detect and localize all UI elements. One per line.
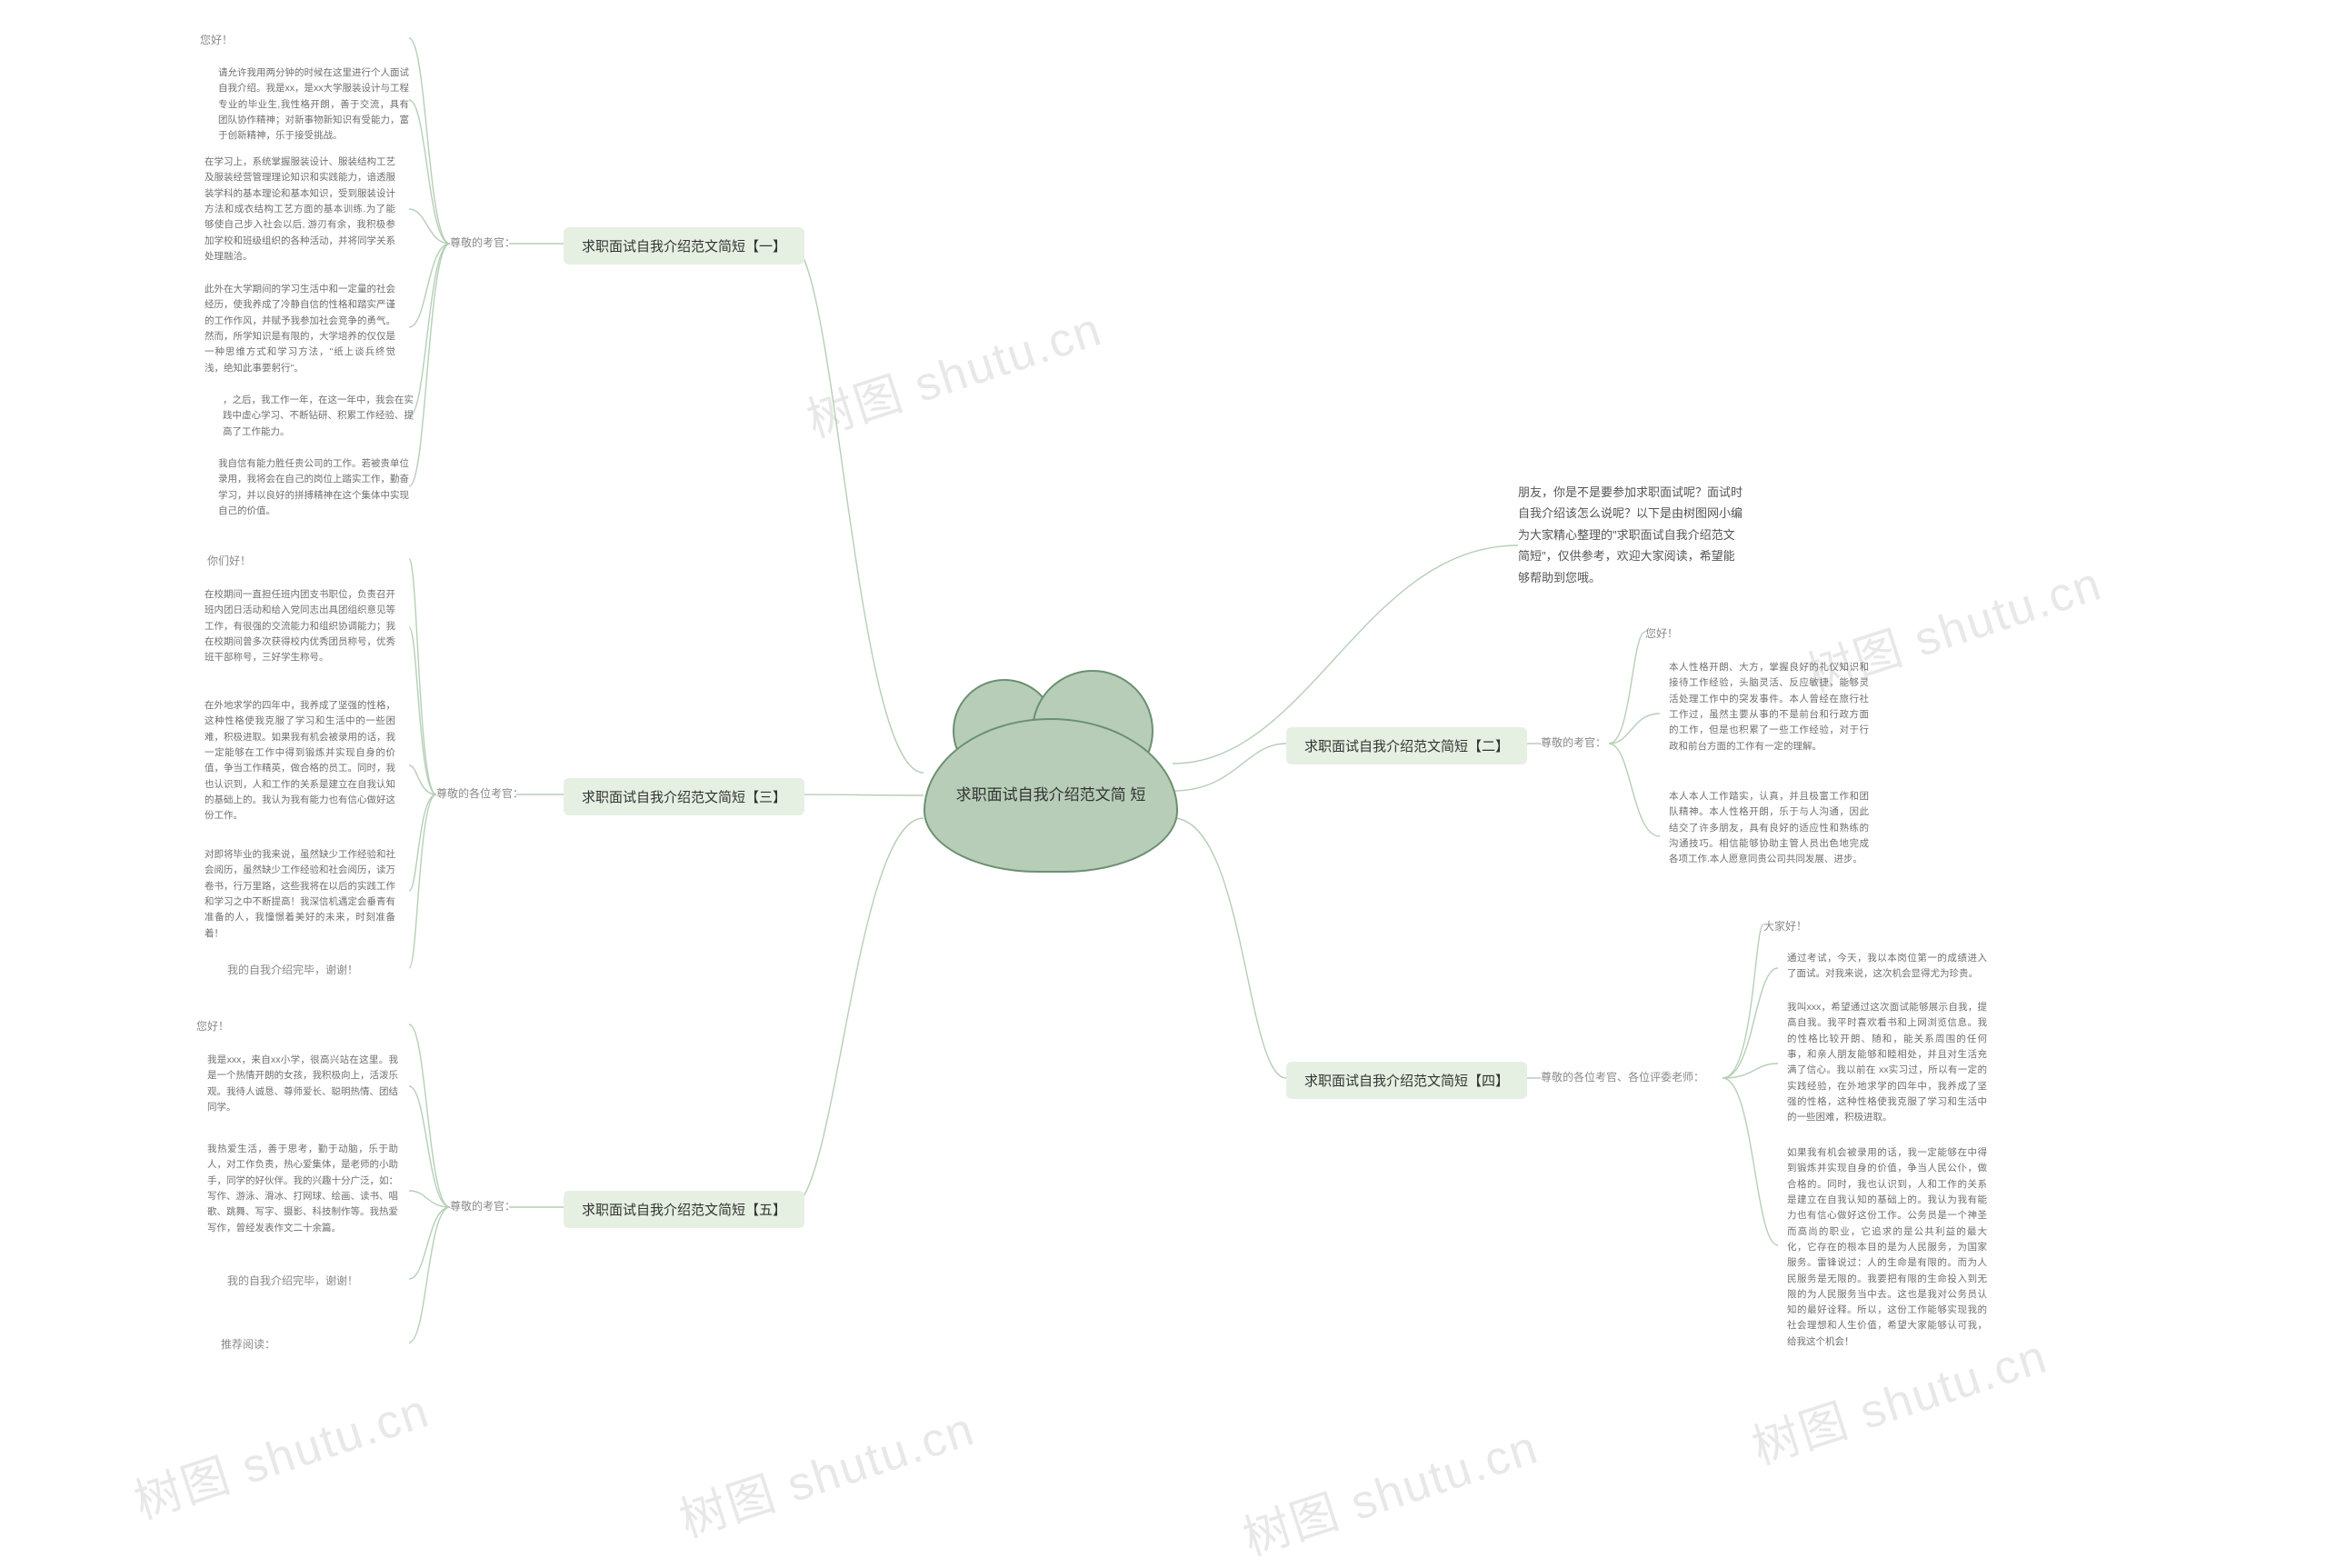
watermark: 树图 shutu.cn: [125, 1373, 437, 1532]
b4-leaf-1: 通过考试，今天，我以本岗位第一的成绩进入了面试。对我来说，这次机会显得尤为珍贵。: [1787, 951, 1987, 983]
b4-leaf-0: 大家好！: [1763, 918, 1807, 934]
b3-leaf-2: 在外地求学的四年中，我养成了坚强的性格，这种性格使我克服了学习和生活中的一些困难…: [205, 698, 395, 824]
branch-3-sublabel: 尊敬的各位考官：: [436, 785, 524, 801]
branch-5[interactable]: 求职面试自我介绍范文简短【五】: [564, 1191, 804, 1228]
branch-1[interactable]: 求职面试自我介绍范文简短【一】: [564, 227, 804, 265]
b5-leaf-3: 我的自我介绍完毕，谢谢！: [227, 1273, 358, 1288]
central-cloud: 求职面试自我介绍范文简 短: [924, 718, 1178, 873]
b5-leaf-2: 我热爱生活，善于思考，勤于动脑，乐于助人，对工作负责，热心爱集体，是老师的小助手…: [207, 1142, 398, 1236]
b3-leaf-3: 对即将毕业的我来说，虽然缺少工作经验和社会阅历，虽然缺少工作经验和社会阅历，读万…: [205, 847, 395, 942]
b2-leaf-1: 本人性格开朗、大方，掌握良好的礼仪知识和接待工作经验，头脑灵活、反应敏捷，能够灵…: [1669, 660, 1869, 754]
b1-leaf-2: 在学习上，系统掌握服装设计、服装结构工艺及服装经营管理理论知识和实践能力，谙透服…: [205, 155, 395, 265]
b4-leaf-3: 如果我有机会被录用的话，我一定能够在中得到锻炼并实现自身的价值，争当人民公仆，做…: [1787, 1145, 1987, 1350]
b1-leaf-0: 您好！: [200, 32, 233, 47]
b1-leaf-3: 此外在大学期间的学习生活中和一定量的社会经历，使我养成了冷静自信的性格和踏实严谨…: [205, 282, 395, 376]
b3-leaf-4: 我的自我介绍完毕，谢谢！: [227, 962, 358, 977]
branch-2-sublabel: 尊敬的考官：: [1541, 734, 1606, 750]
watermark: 树图 shutu.cn: [670, 1391, 983, 1550]
b2-leaf-2: 本人本人工作踏实，认真，并且极富工作和团队精神。本人性格开朗，乐于与人沟通，因此…: [1669, 789, 1869, 868]
b3-leaf-0: 你们好！: [207, 553, 251, 568]
branch-5-sublabel: 尊敬的考官：: [450, 1198, 515, 1213]
b1-leaf-5: 我自信有能力胜任贵公司的工作。若被贵单位录用，我将会在自己的岗位上踏实工作，勤奋…: [218, 456, 409, 519]
b5-leaf-1: 我是xxx，来自xx小学，很高兴站在这里。我是一个热情开朗的女孩，我积极向上，活…: [207, 1053, 398, 1115]
intro-text: 朋友，你是不是要参加求职面试呢？面试时自我介绍该怎么说呢？以下是由树图网小编为大…: [1518, 482, 1745, 588]
b1-leaf-4: ，之后，我工作一年，在这一年中，我会在实践中虚心学习、不断钻研、积累工作经验、提…: [223, 393, 414, 440]
b4-leaf-2: 我叫xxx，希望通过这次面试能够展示自我，提高自我。我平时喜欢看书和上网浏览信息…: [1787, 1000, 1987, 1126]
b2-leaf-0: 您好！: [1645, 625, 1678, 641]
branch-4[interactable]: 求职面试自我介绍范文简短【四】: [1286, 1062, 1527, 1099]
branch-4-sublabel: 尊敬的各位考官、各位评委老师：: [1541, 1069, 1704, 1084]
b3-leaf-1: 在校期间一直担任班内团支书职位，负责召开班内团日活动和给入党同志出具团组织意见等…: [205, 587, 395, 666]
b1-leaf-1: 请允许我用两分钟的时候在这里进行个人面试自我介绍。我是xx，是xx大学服装设计与…: [218, 65, 409, 145]
branch-2[interactable]: 求职面试自我介绍范文简短【二】: [1286, 727, 1527, 764]
watermark: 树图 shutu.cn: [1233, 1409, 1546, 1568]
branch-3[interactable]: 求职面试自我介绍范文简短【三】: [564, 778, 804, 815]
watermark: 树图 shutu.cn: [797, 291, 1110, 450]
b5-leaf-4: 推荐阅读：: [221, 1336, 275, 1352]
branch-1-sublabel: 尊敬的考官：: [450, 235, 515, 250]
central-title: 求职面试自我介绍范文简 短: [956, 784, 1146, 806]
b5-leaf-0: 您好！: [196, 1018, 229, 1034]
